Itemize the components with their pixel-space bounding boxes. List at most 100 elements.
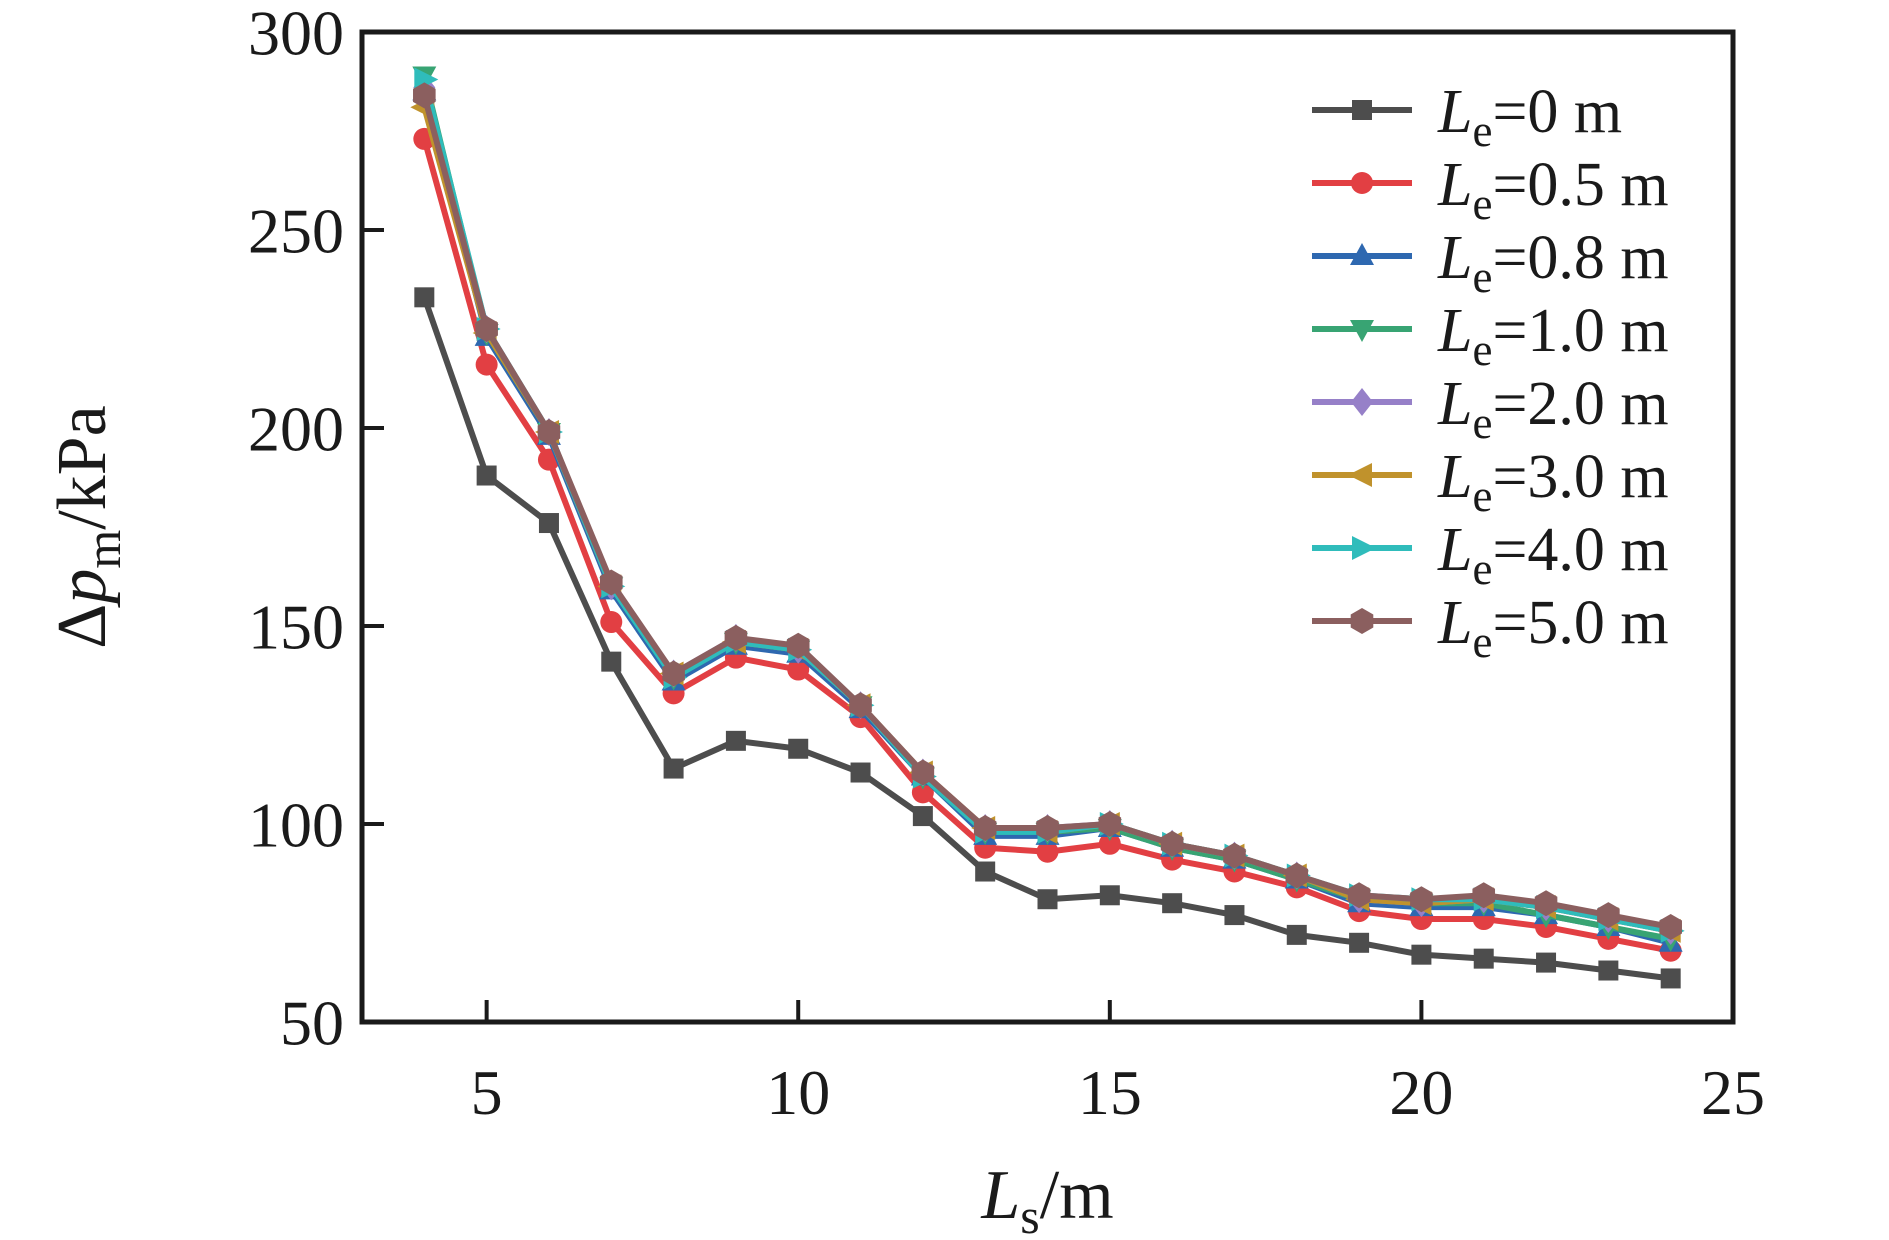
- data-point-marker: [1473, 948, 1494, 969]
- legend-label-part: e: [1472, 617, 1492, 667]
- legend-label-part: =3.0 m: [1492, 443, 1668, 511]
- hexagon-shape: [537, 418, 561, 445]
- data-point-marker: [1598, 960, 1619, 981]
- circle-shape: [475, 353, 498, 376]
- legend-label: Le=4.0 m: [1437, 516, 1669, 594]
- legend-label-part: e: [1472, 544, 1492, 594]
- x-tick-label: 5: [471, 1057, 503, 1128]
- square-shape: [601, 651, 622, 672]
- legend-item-Le-3.0-m: Le=3.0 m: [1312, 443, 1669, 521]
- legend-label-part: e: [1472, 398, 1492, 448]
- legend-marker: [1352, 536, 1376, 560]
- data-point-marker: [663, 758, 684, 779]
- data-point-marker: [599, 569, 623, 596]
- hexagon-shape: [973, 814, 997, 841]
- hexagon-shape: [1160, 830, 1184, 857]
- data-point-marker: [1410, 886, 1433, 913]
- square-shape: [476, 465, 497, 486]
- square-shape: [1473, 948, 1494, 969]
- triangle-right-shape: [1352, 536, 1376, 560]
- legend-item-Le-1.0-m: Le=1.0 m: [1312, 297, 1669, 375]
- data-point-marker: [1660, 968, 1681, 989]
- square-shape: [788, 738, 809, 759]
- data-point-marker: [538, 513, 559, 534]
- triangle-down-shape: [1350, 320, 1374, 342]
- data-point-marker: [1286, 924, 1307, 945]
- data-point-marker: [1099, 885, 1120, 906]
- legend-marker: [1351, 172, 1373, 194]
- circle-shape: [787, 658, 810, 681]
- legend-item-Le-2.0-m: Le=2.0 m: [1312, 370, 1669, 448]
- data-point-marker: [912, 806, 933, 827]
- hexagon-shape: [911, 759, 935, 786]
- legend-label: Le=0 m: [1437, 78, 1622, 156]
- data-point-marker: [975, 861, 996, 882]
- y-axis-title-part: /kPa: [44, 405, 121, 529]
- data-point-marker: [911, 781, 934, 804]
- legend-label-part: L: [1437, 224, 1472, 292]
- square-shape: [1598, 960, 1619, 981]
- series-Le-0-m: [414, 287, 1681, 989]
- legend-label-part: =0 m: [1492, 78, 1622, 146]
- square-shape: [850, 762, 871, 783]
- square-shape: [725, 730, 746, 751]
- hexagon-shape: [413, 82, 436, 109]
- legend-label-part: =5.0 m: [1492, 589, 1668, 657]
- hexagon-shape: [724, 624, 748, 651]
- plot-border: [359, 29, 1736, 1025]
- legend-label: Le=5.0 m: [1437, 589, 1669, 667]
- square-shape: [1660, 968, 1681, 989]
- legend-label-part: L: [1437, 589, 1472, 657]
- data-point-marker: [973, 814, 997, 841]
- data-point-marker: [787, 658, 810, 681]
- hexagon-shape: [1597, 902, 1620, 929]
- x-tick-label: 10: [766, 1057, 830, 1128]
- hexagon-shape: [1350, 608, 1374, 634]
- legend-label-part: e: [1472, 325, 1492, 375]
- data-point-marker: [1597, 902, 1620, 929]
- data-point-marker: [1472, 882, 1496, 909]
- x-tick-label: 15: [1078, 1057, 1142, 1128]
- data-point-marker: [911, 759, 935, 786]
- legend-label-part: =2.0 m: [1492, 370, 1668, 438]
- legend-label-part: e: [1472, 106, 1492, 156]
- y-tick-label: 250: [248, 195, 344, 266]
- legend-label-part: L: [1437, 370, 1472, 438]
- legend-label-part: =0.5 m: [1492, 151, 1668, 219]
- data-point-marker: [850, 762, 871, 783]
- data-point-marker: [1411, 944, 1432, 965]
- square-shape: [1037, 889, 1058, 910]
- circle-shape: [911, 781, 934, 804]
- data-point-marker: [1223, 842, 1246, 869]
- x-tick-label: 20: [1389, 1057, 1453, 1128]
- y-tick-label: 50: [280, 987, 344, 1058]
- square-shape: [1099, 885, 1120, 906]
- legend-label-part: L: [1437, 443, 1472, 511]
- legend-marker: [1348, 463, 1372, 487]
- diamond-shape: [1351, 388, 1373, 416]
- triangle-left-shape: [1348, 463, 1372, 487]
- square-shape: [1411, 944, 1432, 965]
- x-axis-title-part: s: [1020, 1188, 1039, 1240]
- legend-label-part: e: [1472, 179, 1492, 229]
- data-point-marker: [788, 738, 809, 759]
- circle-shape: [1098, 832, 1121, 855]
- data-point-marker: [1347, 882, 1371, 909]
- data-point-marker: [1536, 952, 1557, 973]
- hexagon-shape: [1347, 882, 1371, 909]
- legend-label-part: =1.0 m: [1492, 297, 1668, 365]
- data-point-marker: [786, 632, 810, 659]
- data-point-marker: [537, 418, 561, 445]
- hexagon-shape: [1410, 886, 1433, 913]
- square-shape: [975, 861, 996, 882]
- circle-shape: [600, 611, 623, 634]
- x-axis-ticks: [484, 1000, 1735, 1022]
- legend-item-Le-0.8-m: Le=0.8 m: [1312, 224, 1669, 302]
- square-shape: [912, 806, 933, 827]
- square-shape: [1349, 932, 1370, 953]
- y-axis-ticks: [362, 30, 384, 1024]
- hexagon-shape: [1285, 862, 1309, 889]
- hexagon-shape: [475, 316, 498, 342]
